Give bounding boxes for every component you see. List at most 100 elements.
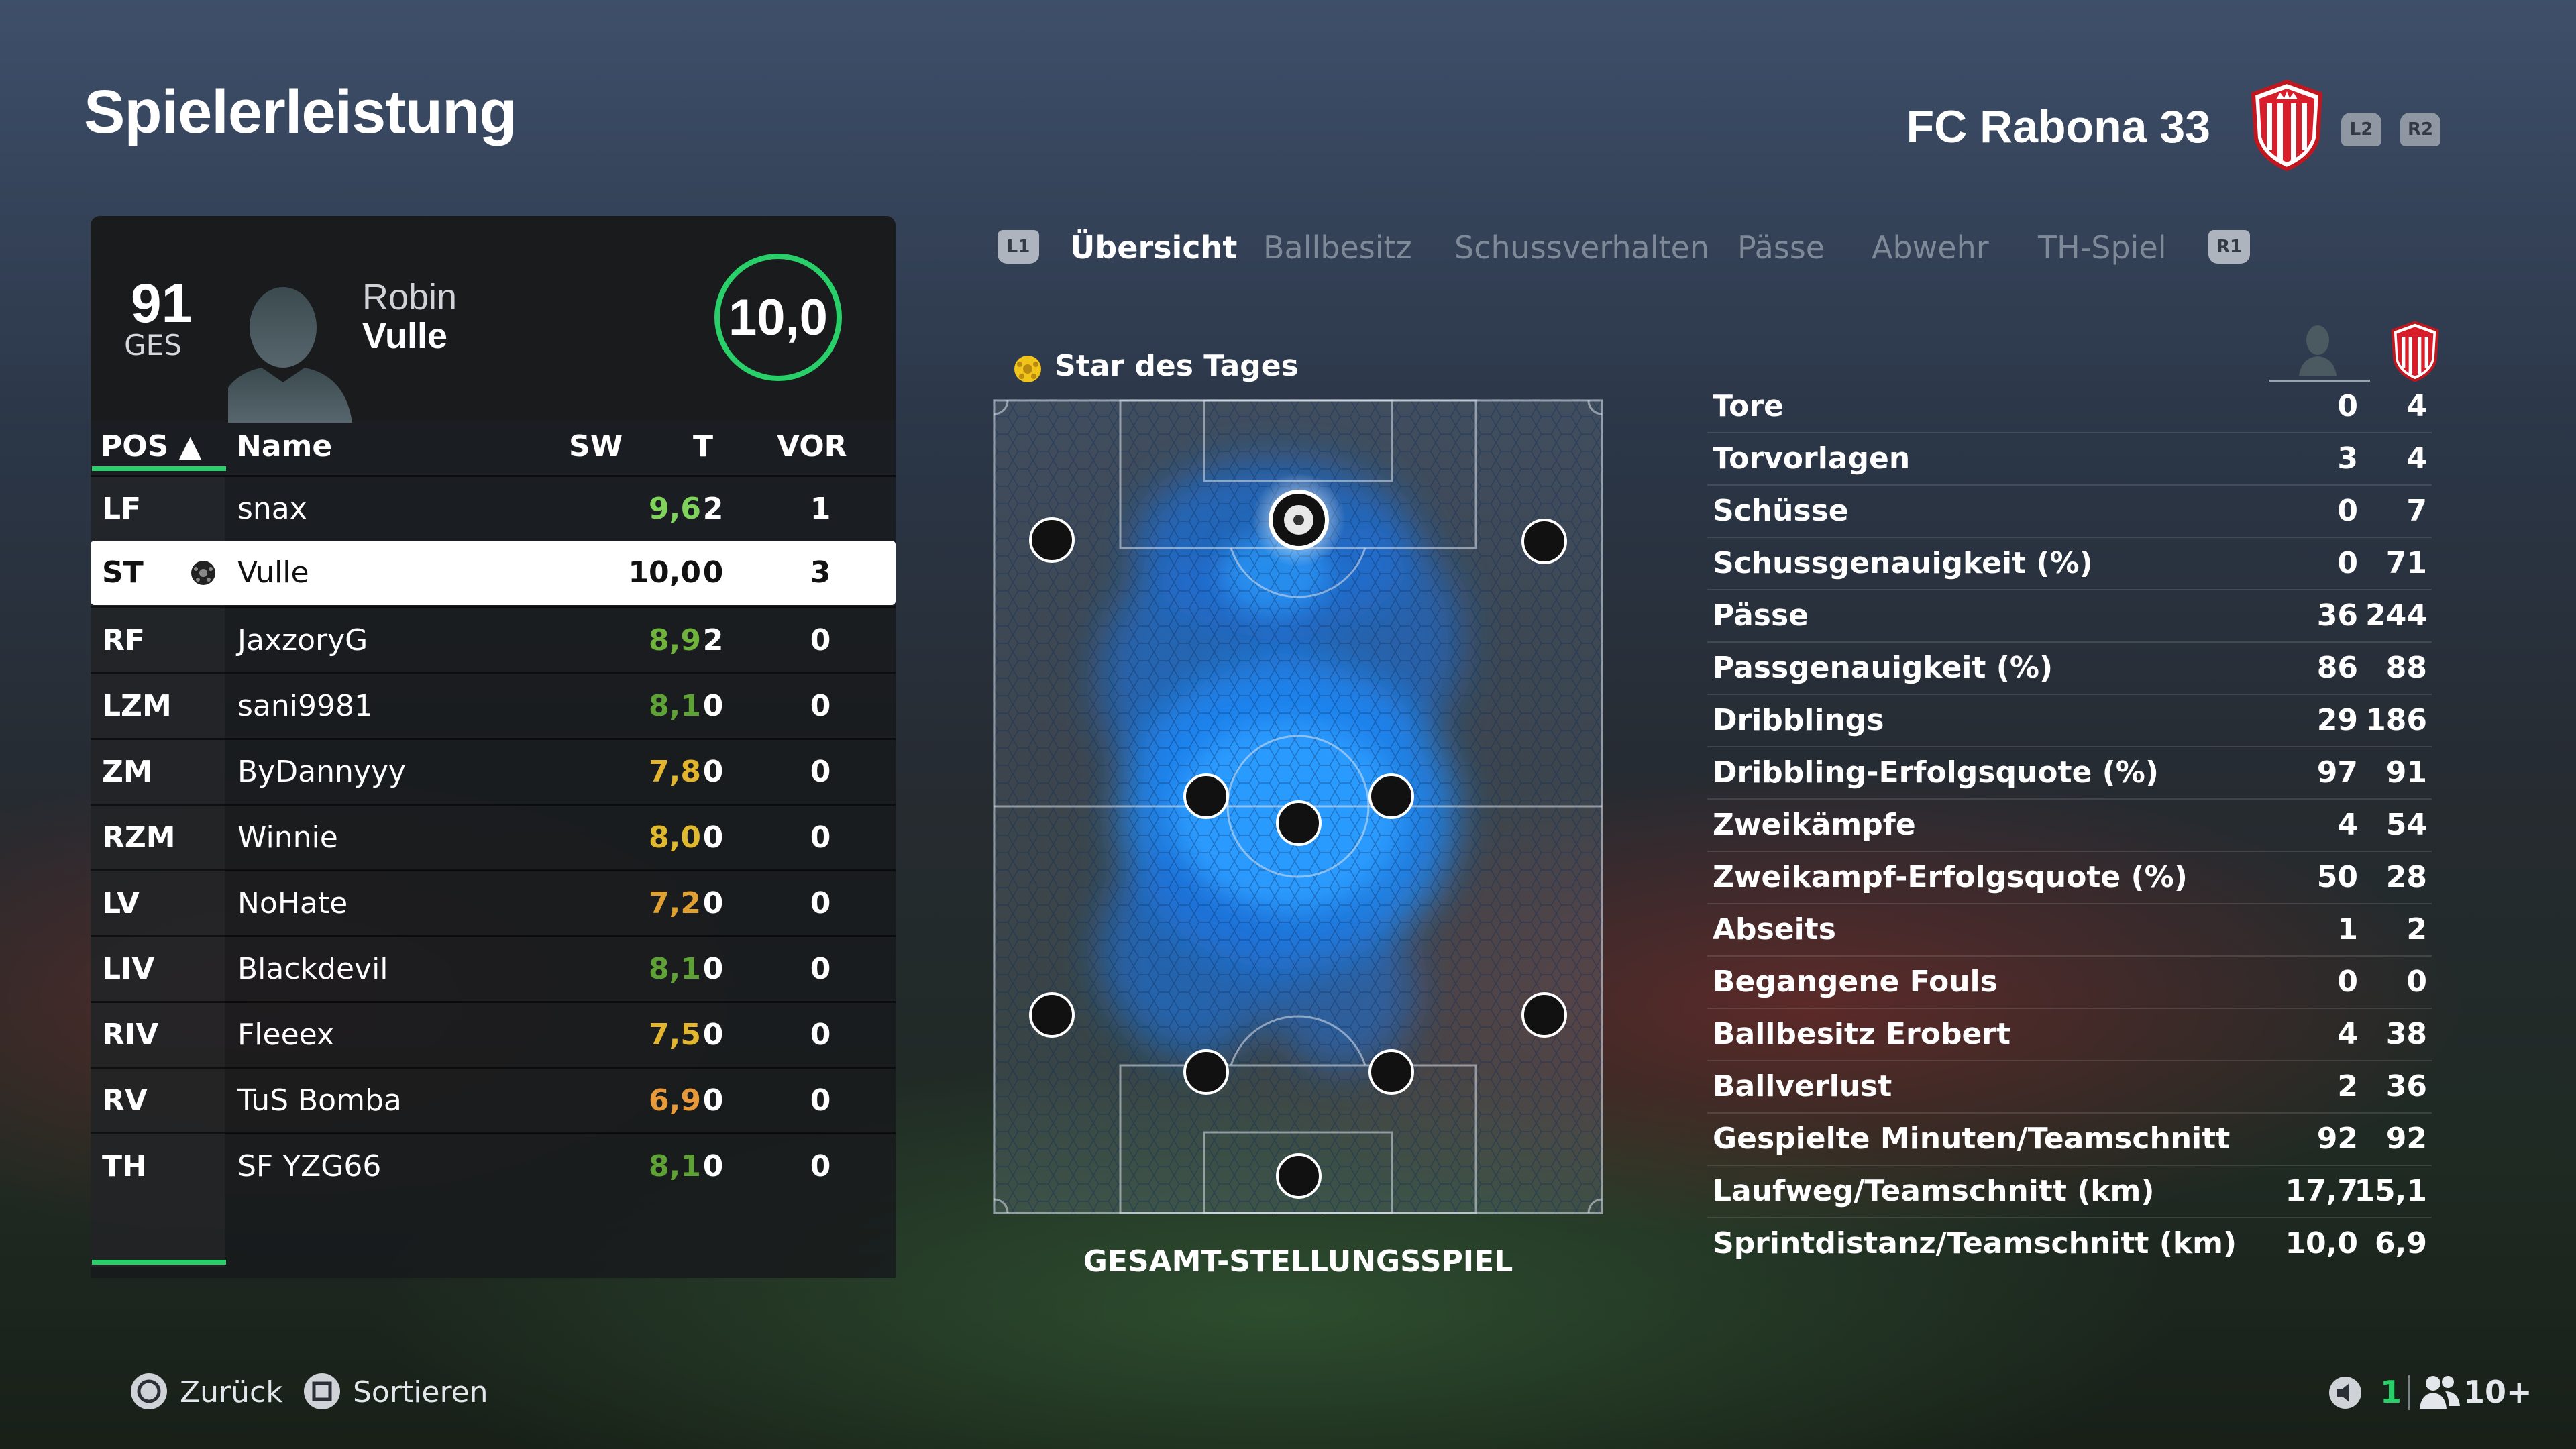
stat-label: Ballverlust [1713,1069,1892,1104]
stat-team-value: 2 [2406,912,2427,947]
stat-label: Sprintdistanz/Teamschnitt (km) [1713,1226,2237,1260]
player-markers [1029,517,1567,1199]
voice-chat-icon [2329,1377,2361,1409]
stat-team-value: 91 [2385,755,2427,790]
stat-player-value: 4 [2337,1017,2358,1051]
col-header-sw[interactable]: SW [569,429,623,464]
col-header-pos[interactable]: POS ▲ [101,429,202,464]
tab-ballbesitz[interactable]: Ballbesitz [1263,229,1412,266]
stat-divider [1707,1165,2432,1166]
row-player-name: snax [237,492,307,526]
col-header-name[interactable]: Name [237,429,333,464]
tab-paesse[interactable]: Pässe [1737,229,1825,266]
stat-player-value: 36 [2316,598,2358,633]
club-crest-icon [2251,79,2323,172]
stat-divider [1707,537,2432,538]
stat-player-value: 0 [2337,546,2358,580]
l2-button[interactable]: L2 [2341,113,2381,146]
stat-player-value: 0 [2337,389,2358,423]
stat-label: Pässe [1713,598,1809,633]
row-position: ZM [102,755,153,789]
row-goals: 0 [702,1018,724,1052]
table-row[interactable]: RIV Fleeex 7,5 0 0 [91,1001,896,1067]
r1-button[interactable]: R1 [2208,230,2250,264]
stat-player-value: 50 [2316,860,2358,894]
table-row[interactable]: ST Vulle 10,0 0 3 [91,541,896,605]
stat-player-value: 17,7 [2285,1174,2358,1208]
row-player-name: ByDannyyy [237,755,406,789]
stat-label: Zweikämpfe [1713,808,1916,842]
row-rating: 10,0 [628,555,701,590]
row-rating: 7,2 [649,886,701,920]
stat-label: Begangene Fouls [1713,965,1998,999]
col-header-vor[interactable]: VOR [777,429,847,464]
row-goals: 0 [702,886,724,920]
row-assists: 1 [810,492,831,526]
table-row[interactable]: RF JaxzoryG 8,9 2 0 [91,606,896,673]
l1-button[interactable]: L1 [998,230,1039,264]
tab-schussverhalten[interactable]: Schussverhalten [1454,229,1709,266]
row-position: LZM [102,689,172,723]
stat-player-value: 0 [2337,965,2358,999]
row-position: RV [102,1083,148,1118]
player-last-name: Vulle [362,316,448,356]
player-first-name: Robin [362,277,458,317]
circle-button-icon[interactable] [129,1371,169,1411]
stat-team-value: 54 [2385,808,2427,842]
stat-player-value: 10,0 [2285,1226,2358,1260]
col-header-t[interactable]: T [693,429,714,464]
row-player-name: Fleeex [237,1018,335,1052]
r2-button[interactable]: R2 [2400,113,2440,146]
player-overall: 91 [131,273,193,334]
heatmap-caption: GESAMT-STELLUNGSSPIEL [1083,1244,1513,1279]
stat-player-value: 29 [2316,703,2358,737]
table-row[interactable]: LZM sani9981 8,1 0 0 [91,672,896,739]
row-player-name: NoHate [237,886,348,920]
footer-divider [2408,1375,2410,1410]
players-online-count: 10+ [2463,1374,2532,1410]
table-row[interactable]: RZM Winnie 8,0 0 0 [91,804,896,870]
stat-team-value: 36 [2385,1069,2427,1104]
tab-th-spiel[interactable]: TH-Spiel [2038,229,2167,266]
tab-abwehr[interactable]: Abwehr [1872,229,1989,266]
stat-player-value: 86 [2316,651,2358,685]
stat-label: Tore [1713,389,1784,423]
stat-label: Laufweg/Teamschnitt (km) [1713,1174,2155,1208]
stat-label: Passgenauigkeit (%) [1713,651,2053,685]
row-position: LIV [102,952,155,986]
row-assists: 0 [810,886,831,920]
stat-team-value: 186 [2365,703,2427,737]
tab-uebersicht[interactable]: Übersicht [1070,229,1238,266]
row-position: ST [102,555,144,590]
player-overall-label: GES [124,329,182,362]
stat-player-value: 4 [2337,808,2358,842]
sort-button[interactable]: Sortieren [353,1375,488,1409]
table-row[interactable]: LIV Blackdevil 8,1 0 0 [91,935,896,1002]
table-row[interactable]: LF snax 9,6 2 1 [91,475,896,541]
stat-divider [1707,694,2432,695]
star-of-the-day-icon [1014,356,1041,382]
players-online-icon [2420,1376,2460,1409]
row-rating: 7,8 [649,755,701,789]
table-row[interactable]: ZM ByDannyyy 7,8 0 0 [91,738,896,804]
square-button-icon[interactable] [302,1371,342,1411]
row-assists: 0 [810,755,831,789]
stat-team-value: 28 [2385,860,2427,894]
stat-player-value: 92 [2316,1122,2358,1156]
table-row[interactable]: LV NoHate 7,2 0 0 [91,869,896,936]
player-match-rating: 10,0 [714,254,842,381]
stat-team-value: 244 [2365,598,2427,633]
stat-label: Schüsse [1713,494,1849,528]
table-row[interactable]: RV TuS Bomba 6,9 0 0 [91,1067,896,1133]
row-player-name: TuS Bomba [237,1083,402,1118]
row-assists: 0 [810,952,831,986]
stat-team-value: 15,1 [2354,1174,2427,1208]
table-row[interactable]: TH SF YZG66 8,1 0 0 [91,1132,896,1199]
stat-player-value: 97 [2316,755,2358,790]
back-button[interactable]: Zurück [180,1375,283,1409]
row-goals: 0 [702,952,724,986]
row-assists: 0 [810,1018,831,1052]
stat-team-value: 7 [2406,494,2427,528]
stat-team-value: 38 [2385,1017,2427,1051]
stat-divider [1707,1112,2432,1114]
